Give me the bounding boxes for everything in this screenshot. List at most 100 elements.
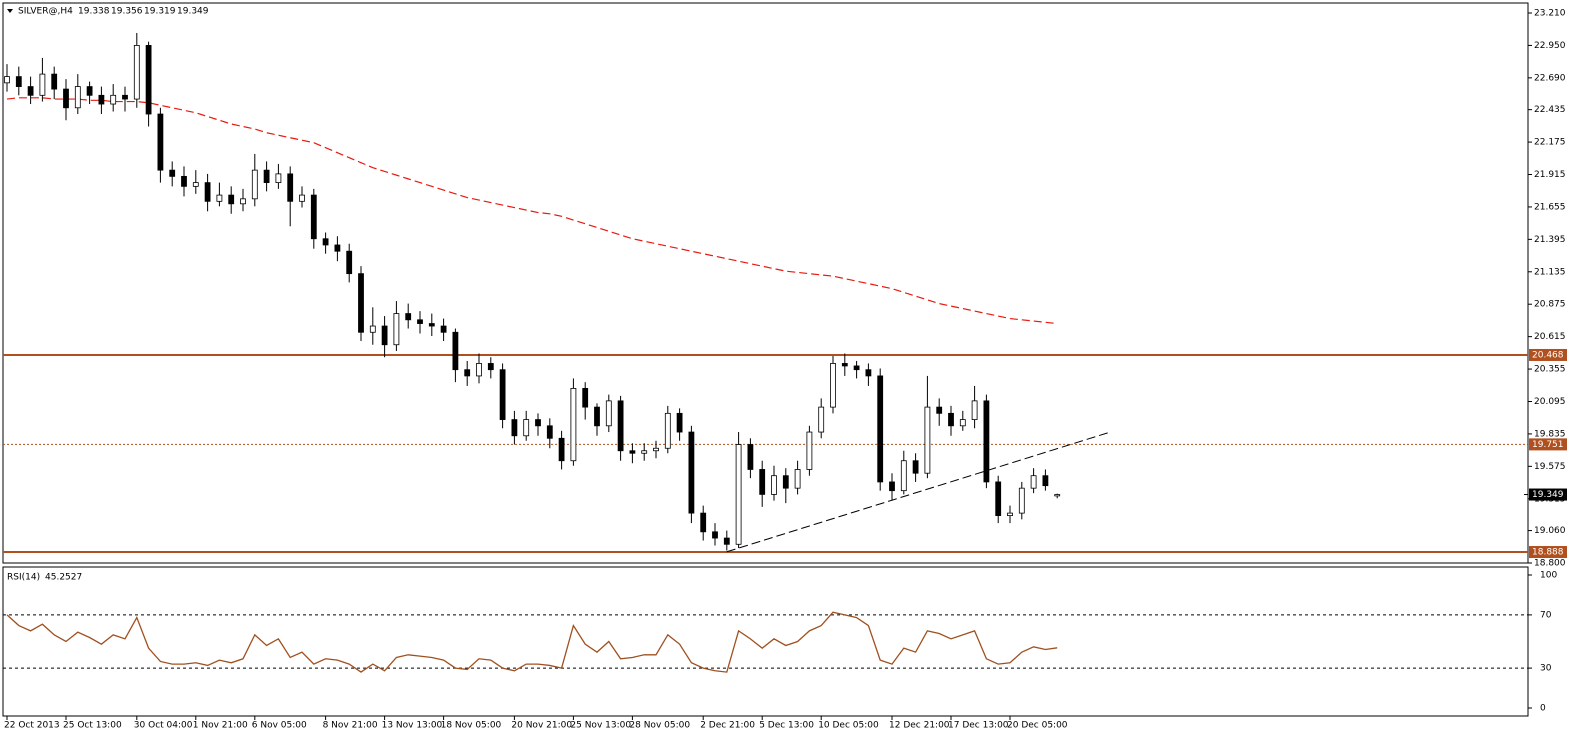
candle-body — [723, 537, 730, 545]
x-tick-label: 8 Nov 21:00 — [323, 721, 378, 731]
x-tick-label: 17 Dec 13:00 — [948, 721, 1009, 731]
candle-body — [181, 175, 187, 187]
main-frame — [2, 2, 1529, 564]
y-tick-label: 22.950 — [1534, 41, 1566, 51]
header-open: 19.338 — [78, 7, 110, 17]
current-price-label: 19.349 — [1532, 490, 1564, 500]
candle-body — [889, 481, 895, 492]
candle-body — [299, 194, 305, 202]
y-tick-label: 21.915 — [1534, 170, 1566, 180]
y-tick-label: 20.615 — [1534, 332, 1566, 342]
candle-body — [558, 437, 565, 462]
rsi-y-tick-label: 100 — [1540, 571, 1557, 581]
candle-body — [806, 431, 813, 470]
rsi-value: 45.2527 — [45, 573, 82, 583]
candle-body — [794, 469, 801, 489]
candle-body — [1030, 475, 1037, 489]
candle-body — [924, 406, 931, 474]
x-tick-label: 20 Dec 05:00 — [1007, 721, 1068, 731]
y-tick-label: 23.210 — [1534, 9, 1566, 19]
y-tick-label: 22.435 — [1534, 105, 1566, 115]
candle-body — [853, 365, 860, 371]
candle-body — [688, 431, 695, 514]
x-tick-label: 22 Oct 2013 — [4, 721, 60, 731]
candle-body — [452, 331, 459, 371]
y-tick-label: 20.875 — [1534, 300, 1566, 310]
rsi-y-tick-label: 0 — [1540, 704, 1546, 714]
y-tick-label: 22.690 — [1534, 73, 1566, 83]
candle-body — [240, 198, 246, 205]
candle-body — [133, 45, 140, 100]
moving-average — [6, 97, 1058, 325]
x-tick-label: 5 Dec 13:00 — [759, 721, 814, 731]
candle-body — [676, 412, 683, 433]
candle-body — [417, 319, 423, 324]
level-price-label: 20.468 — [1532, 350, 1564, 360]
candle-body — [523, 419, 530, 437]
y-tick-label: 20.355 — [1534, 365, 1566, 375]
x-tick-label: 30 Oct 04:00 — [134, 721, 193, 731]
candle-body — [782, 475, 789, 489]
y-tick-label: 18.800 — [1534, 559, 1566, 569]
level-price-box — [1529, 438, 1567, 451]
candle-body — [664, 412, 671, 449]
candle-body — [605, 400, 612, 427]
candle-body — [358, 273, 364, 333]
candle-body — [1054, 494, 1061, 497]
candle-body — [936, 406, 943, 414]
candle-body — [617, 400, 624, 452]
candle-body — [369, 325, 376, 333]
candle-body — [983, 400, 990, 483]
candle-body — [27, 86, 34, 96]
rsi-line — [6, 611, 1058, 673]
candle-body — [39, 73, 46, 96]
candle-body — [346, 250, 353, 275]
candle-body — [499, 369, 506, 420]
x-tick-label: 28 Nov 05:00 — [629, 721, 690, 731]
x-tick-label: 25 Oct 13:00 — [63, 721, 122, 731]
y-tick-label: 19.060 — [1534, 526, 1566, 536]
candle-body — [865, 369, 872, 377]
rsi-y-tick-label: 70 — [1540, 610, 1552, 620]
y-tick-label: 21.135 — [1534, 267, 1566, 277]
x-tick-label: 13 Nov 13:00 — [382, 721, 443, 731]
candle-body — [877, 375, 884, 483]
candle-body — [228, 194, 235, 205]
candle-body — [157, 113, 164, 171]
symbol: SILVER@,H4 — [18, 7, 73, 17]
candle-body — [830, 363, 836, 408]
candle-body — [204, 182, 211, 202]
candle-body — [287, 173, 294, 202]
candle-body — [759, 469, 766, 495]
level-price-label: 19.751 — [1532, 440, 1564, 450]
candle-body — [1007, 512, 1013, 517]
candle-body — [712, 531, 718, 539]
level-price-label: 18.888 — [1532, 548, 1564, 558]
x-tick-label: 18 Nov 05:00 — [441, 721, 502, 731]
candle-body — [747, 444, 754, 470]
candle-body — [51, 73, 58, 90]
candle-body — [310, 194, 317, 240]
candle-body — [1042, 475, 1049, 487]
candle-body — [900, 460, 907, 492]
candle-body — [63, 88, 69, 109]
candle-body — [948, 412, 954, 427]
candle-body — [912, 460, 919, 474]
level-price-box — [1529, 546, 1567, 559]
x-tick-label: 10 Dec 05:00 — [818, 721, 879, 731]
rsi-y-tick-label: 30 — [1540, 664, 1552, 674]
candle-body — [476, 363, 482, 377]
x-tick-label: 25 Nov 13:00 — [570, 721, 631, 731]
rsi-frame — [2, 566, 1529, 717]
candle-body — [535, 419, 541, 427]
y-tick-label: 20.095 — [1534, 397, 1566, 407]
candle-body — [122, 94, 128, 100]
y-tick-label: 21.395 — [1534, 235, 1566, 245]
candle-body — [4, 76, 10, 84]
candle-body — [995, 481, 1002, 517]
level-price-box — [1529, 348, 1567, 361]
candle-body — [275, 173, 282, 184]
candle-body — [841, 363, 848, 367]
candle-body — [818, 406, 825, 433]
